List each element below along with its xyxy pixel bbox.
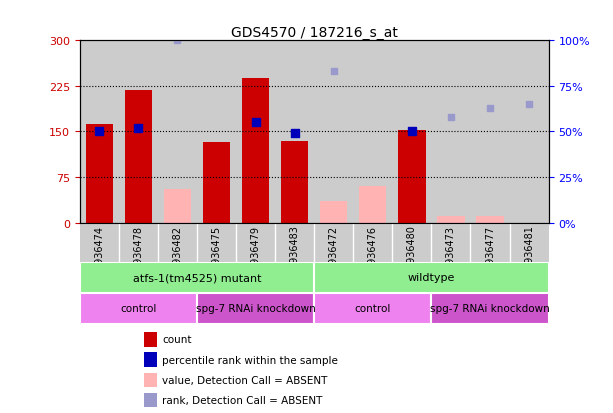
Bar [275,223,314,262]
Bar [353,223,392,262]
Bar [509,223,549,262]
Text: GSM936477: GSM936477 [485,225,495,284]
Bar [203,142,230,223]
Text: GSM936476: GSM936476 [368,225,378,284]
Bar [398,131,425,223]
Bar [471,41,509,223]
Bar [197,223,236,262]
Point [290,131,300,137]
Bar [80,41,119,223]
Point [172,38,182,45]
Text: GSM936480: GSM936480 [407,225,417,284]
Text: GSM936483: GSM936483 [289,225,300,284]
Bar [359,187,386,223]
Bar [158,41,197,223]
Bar [236,223,275,262]
Text: percentile rank within the sample: percentile rank within the sample [162,355,338,365]
Bar [80,223,119,262]
Bar [80,262,314,293]
Bar [143,373,157,387]
Bar [392,223,432,262]
Bar [432,41,471,223]
Bar [320,202,348,223]
Text: value, Detection Call = ABSENT: value, Detection Call = ABSENT [162,375,328,385]
Text: GSM936482: GSM936482 [172,225,183,284]
Bar [80,293,197,324]
Bar [86,124,113,223]
Bar [119,223,158,262]
Title: GDS4570 / 187216_s_at: GDS4570 / 187216_s_at [230,26,398,40]
Text: spg-7 RNAi knockdown: spg-7 RNAi knockdown [196,304,316,314]
Text: control: control [120,304,156,314]
Bar [437,217,465,223]
Bar [197,41,236,223]
Point [446,114,456,121]
Bar [236,41,275,223]
Text: atfs-1(tm4525) mutant: atfs-1(tm4525) mutant [132,273,261,283]
Text: GSM936474: GSM936474 [94,225,104,284]
Bar [143,332,157,347]
Text: GSM936473: GSM936473 [446,225,456,284]
Point [329,69,338,76]
Point [407,129,417,135]
Bar [197,293,314,324]
Bar [476,217,504,223]
Bar [281,141,308,223]
Point [368,14,378,21]
Text: GSM936479: GSM936479 [251,225,261,284]
Text: rank, Detection Call = ABSENT: rank, Detection Call = ABSENT [162,395,322,405]
Bar [143,393,157,407]
Bar [124,91,152,223]
Bar [119,41,158,223]
Text: wildtype: wildtype [408,273,455,283]
Text: GSM936475: GSM936475 [211,225,221,284]
Bar [471,223,509,262]
Bar [242,79,269,223]
Bar [158,223,197,262]
Point [485,105,495,112]
Text: GSM936478: GSM936478 [133,225,143,284]
Point [134,125,143,132]
Text: GSM936481: GSM936481 [524,225,534,284]
Bar [143,353,157,367]
Bar [164,190,191,223]
Point [251,120,261,126]
Bar [353,41,392,223]
Text: spg-7 RNAi knockdown: spg-7 RNAi knockdown [430,304,550,314]
Point [524,102,534,108]
Text: count: count [162,335,192,344]
Bar [314,41,353,223]
Bar [275,41,314,223]
Bar [314,262,549,293]
Bar [314,293,432,324]
Bar [509,41,549,223]
Point [94,129,104,135]
Text: control: control [354,304,391,314]
Bar [314,223,353,262]
Text: GSM936472: GSM936472 [329,225,339,284]
Bar [432,223,471,262]
Bar [392,41,432,223]
Bar [432,293,549,324]
